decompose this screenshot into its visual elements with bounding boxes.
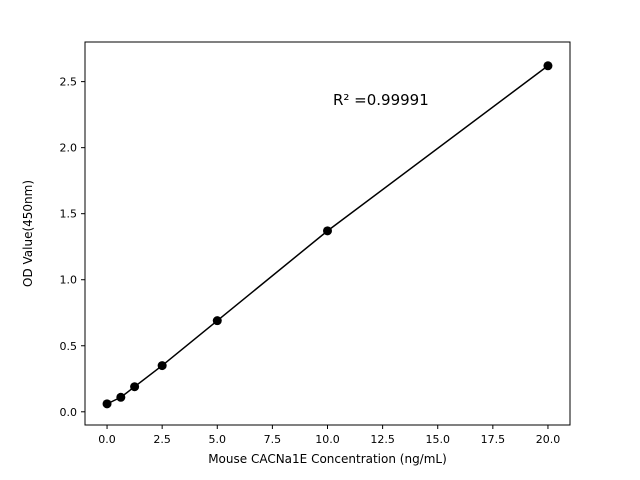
r-squared-annotation: R² =0.99991 (333, 91, 429, 109)
data-point (130, 382, 140, 392)
x-tick-label: 5.0 (209, 433, 227, 446)
x-tick-label: 12.5 (370, 433, 395, 446)
x-axis-label: Mouse CACNa1E Concentration (ng/mL) (208, 452, 447, 466)
data-point (157, 361, 167, 371)
y-tick-label: 1.5 (60, 208, 78, 221)
data-point (116, 392, 126, 402)
y-tick-label: 2.0 (60, 142, 78, 155)
y-axis-label: OD Value(450nm) (21, 180, 35, 287)
data-point (102, 399, 112, 409)
y-tick-label: 2.5 (60, 76, 78, 89)
x-tick-label: 15.0 (425, 433, 450, 446)
x-tick-label: 2.5 (153, 433, 171, 446)
x-tick-label: 10.0 (315, 433, 340, 446)
x-tick-label: 0.0 (98, 433, 116, 446)
x-tick-label: 17.5 (481, 433, 506, 446)
data-point (543, 61, 553, 71)
y-tick-label: 0.0 (60, 406, 78, 419)
data-point (212, 316, 222, 326)
data-point (323, 226, 332, 236)
x-tick-label: 7.5 (264, 433, 282, 446)
y-tick-label: 1.0 (60, 274, 78, 287)
y-tick-label: 0.5 (60, 340, 78, 353)
x-tick-label: 20.0 (536, 433, 561, 446)
